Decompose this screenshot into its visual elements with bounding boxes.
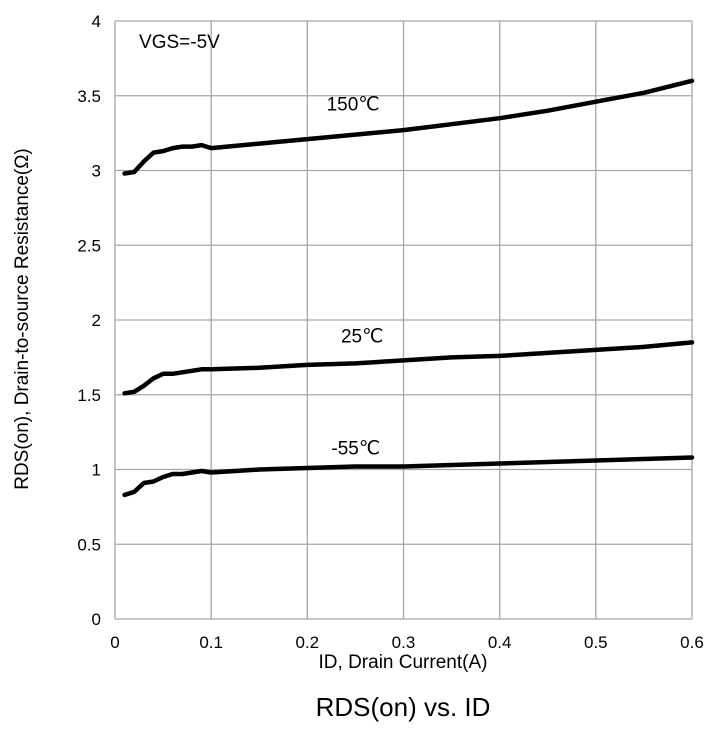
annotation-1: 150℃ [327, 95, 380, 116]
x-tick-label-2: 0.2 [296, 633, 320, 652]
grid [114, 20, 693, 620]
chart-caption: RDS(on) vs. ID [316, 692, 491, 722]
series-line-0 [122, 78, 695, 176]
annotation-3: -55℃ [331, 439, 380, 460]
annotations: VGS=-5V 150℃ 25℃ -55℃ [139, 32, 383, 460]
y-tick-label-0: 0 [92, 610, 101, 629]
series-lines [122, 78, 695, 498]
y-axis-title: RDS(on), Drain-to-source Resistance(Ω) [12, 148, 33, 490]
y-tick-label-5: 2.5 [77, 236, 101, 255]
annotation-2: 25℃ [341, 326, 383, 347]
y-tick-label-7: 3.5 [77, 87, 101, 106]
x-tick-label-3: 0.3 [392, 633, 416, 652]
y-tick-label-2: 1 [92, 461, 101, 480]
tick-labels: 0 0.1 0.2 0.3 0.4 0.5 0.6 0 0.5 1 1.5 2 2.5 3 3.5 4 [77, 12, 703, 652]
x-tick-label-0: 0 [110, 633, 119, 652]
y-tick-label-3: 1.5 [77, 386, 101, 405]
x-tick-label-4: 0.4 [488, 633, 512, 652]
x-tick-label-5: 0.5 [584, 633, 608, 652]
y-tick-label-6: 3 [92, 162, 101, 181]
series-line-1 [122, 340, 695, 396]
y-tick-label-1: 0.5 [77, 535, 101, 554]
annotation-0: VGS=-5V [139, 32, 220, 53]
y-tick-label-4: 2 [92, 311, 101, 330]
series-line-2 [122, 455, 695, 498]
x-axis-title: ID, Drain Current(A) [319, 652, 488, 673]
x-tick-label-6: 0.6 [680, 633, 704, 652]
x-tick-label-1: 0.1 [199, 633, 223, 652]
y-tick-label-8: 4 [92, 12, 101, 31]
